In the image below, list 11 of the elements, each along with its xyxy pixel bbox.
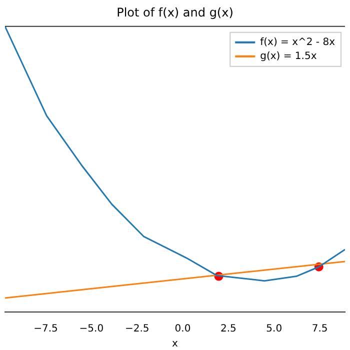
x-tick-label: −2.5 bbox=[124, 324, 150, 335]
chart-title: Plot of f(x) and g(x) bbox=[116, 5, 234, 20]
x-tick-label: −5.0 bbox=[79, 324, 104, 335]
x-tick-label: 5.0 bbox=[266, 324, 282, 335]
x-tick-label: 7.5 bbox=[312, 324, 328, 335]
legend-label: g(x) = 1.5x bbox=[260, 50, 317, 62]
x-tick-label: −7.5 bbox=[34, 324, 58, 335]
x-tick-label: 2.5 bbox=[220, 324, 236, 335]
legend-label: f(x) = x^2 - 8x bbox=[260, 36, 336, 48]
x-axis-title: x bbox=[172, 338, 178, 350]
x-tick-label: 0.0 bbox=[174, 324, 191, 335]
